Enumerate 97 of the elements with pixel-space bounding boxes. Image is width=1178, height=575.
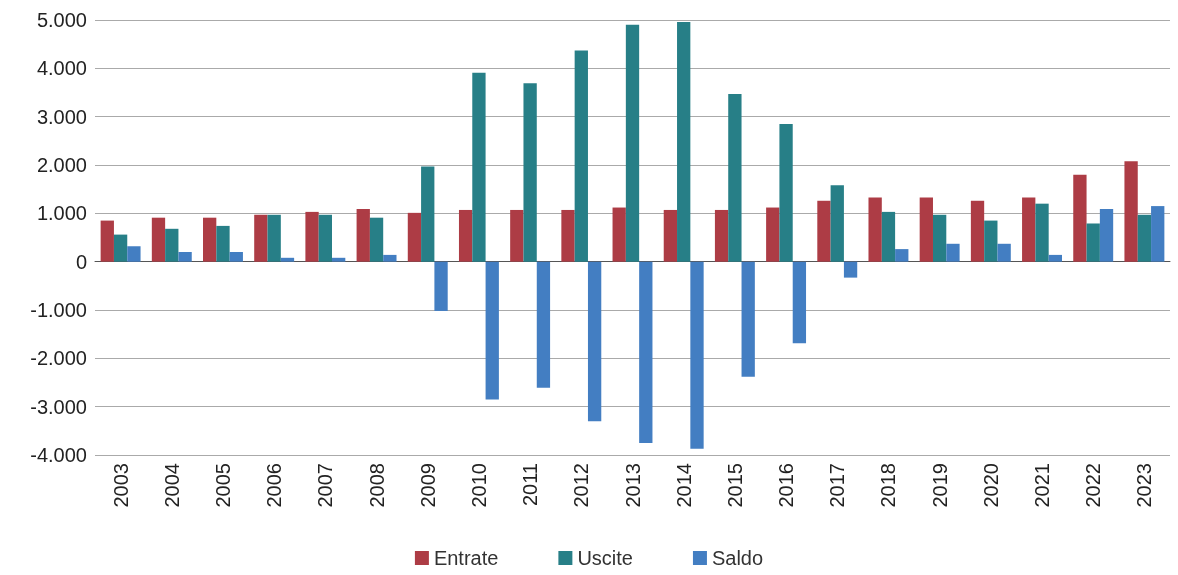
x-tick-label: 2022 <box>1082 463 1105 508</box>
x-tick-label: 2004 <box>160 463 183 508</box>
bar <box>612 207 626 262</box>
bar <box>843 261 858 278</box>
bar <box>970 200 985 262</box>
x-tick-label: 2017 <box>826 463 849 508</box>
bar <box>1022 197 1036 262</box>
bar <box>216 225 230 262</box>
y-tick-label: -2.000 <box>30 347 87 370</box>
bar <box>561 209 575 262</box>
bar <box>997 243 1011 262</box>
y-tick-label: 3.000 <box>36 105 87 128</box>
bar <box>280 257 295 262</box>
bar <box>1137 214 1152 262</box>
x-tick-label: 2015 <box>723 463 746 508</box>
bar <box>407 212 422 262</box>
bar <box>895 249 909 262</box>
bar <box>178 252 192 262</box>
bar <box>868 197 882 262</box>
bar <box>932 214 947 262</box>
x-tick-label: 2020 <box>979 463 1002 508</box>
bar <box>830 185 844 262</box>
bar <box>203 217 217 262</box>
bar <box>305 211 319 262</box>
x-tick-label: 2016 <box>775 463 798 508</box>
legend-label: Saldo <box>711 547 764 569</box>
y-tick-label: -1.000 <box>30 299 87 321</box>
bar <box>151 217 166 262</box>
x-tick-label: 2014 <box>672 463 695 508</box>
bar <box>881 211 896 262</box>
bar <box>383 254 397 262</box>
x-tick-label: 2007 <box>314 463 337 508</box>
bar <box>485 261 499 400</box>
x-tick-label: 2018 <box>877 463 900 508</box>
bar <box>458 209 473 262</box>
bar <box>254 214 268 262</box>
bar <box>919 197 933 262</box>
bar <box>1151 206 1165 262</box>
bar <box>1035 203 1049 262</box>
y-tick-label: -4.000 <box>30 444 87 466</box>
legend-label: Entrate <box>433 547 499 569</box>
bar <box>984 220 998 262</box>
bar <box>587 261 602 422</box>
bar <box>332 257 346 262</box>
bar <box>510 209 524 262</box>
bar <box>165 228 179 262</box>
bar <box>690 261 704 449</box>
bar <box>472 72 486 262</box>
bar <box>100 220 114 262</box>
bar <box>574 50 588 262</box>
bar <box>792 261 807 344</box>
x-tick-label: 2005 <box>211 463 234 508</box>
x-tick-label: 2008 <box>365 463 388 508</box>
x-tick-label: 2003 <box>109 463 132 508</box>
legend-label: Uscite <box>577 547 633 569</box>
bar <box>1086 223 1100 262</box>
bar <box>625 24 640 262</box>
bar <box>817 200 831 262</box>
bar <box>677 21 691 262</box>
bar <box>766 207 780 262</box>
bar <box>127 246 141 262</box>
bar <box>523 83 537 262</box>
bar <box>536 261 551 388</box>
y-tick-label: 2.000 <box>36 154 87 176</box>
bar <box>1073 174 1087 262</box>
x-tick-label: 2023 <box>1133 463 1156 508</box>
bar <box>318 214 333 262</box>
bar <box>946 243 960 262</box>
x-tick-label: 2009 <box>416 463 439 508</box>
y-tick-label: 1.000 <box>36 202 87 225</box>
bar <box>728 93 742 262</box>
y-tick-label: 0 <box>75 250 87 273</box>
x-tick-label: 2006 <box>263 463 286 508</box>
bar <box>421 166 435 262</box>
x-tick-label: 2013 <box>621 463 644 508</box>
bar <box>779 123 793 262</box>
bar <box>639 261 653 443</box>
bar <box>113 234 128 262</box>
y-tick-label: -3.000 <box>30 395 87 418</box>
x-tick-label: 2011 <box>519 463 542 507</box>
bar <box>663 209 678 262</box>
bar <box>434 261 448 311</box>
bar <box>1048 254 1062 262</box>
x-tick-label: 2021 <box>1031 463 1054 508</box>
bar <box>741 261 755 377</box>
bar <box>1099 208 1114 262</box>
x-tick-label: 2019 <box>928 463 951 508</box>
y-tick-label: 4.000 <box>36 57 87 80</box>
bar <box>1124 161 1138 262</box>
x-tick-label: 2010 <box>467 463 490 508</box>
x-tick-label: 2012 <box>570 463 593 508</box>
bar <box>369 217 384 262</box>
bar <box>267 214 281 262</box>
bar <box>229 252 243 262</box>
y-tick-label: 5.000 <box>36 9 87 31</box>
bar <box>356 208 370 262</box>
bar <box>714 209 729 262</box>
